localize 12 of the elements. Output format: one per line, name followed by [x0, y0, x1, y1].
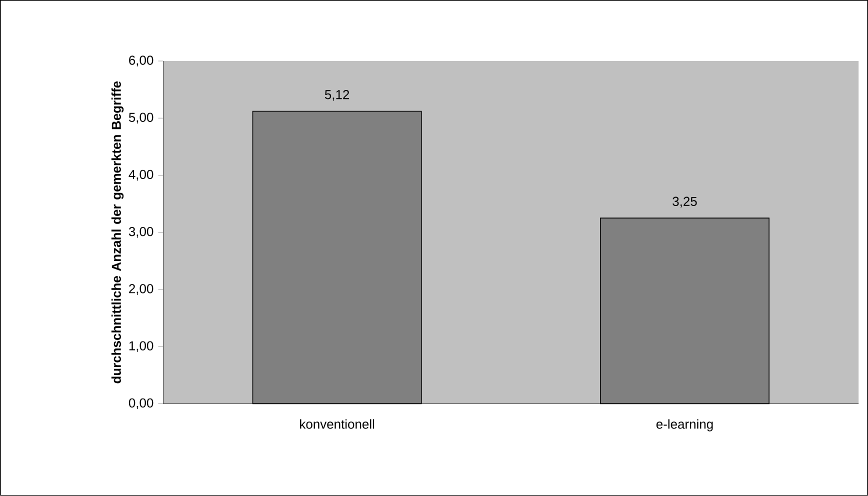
y-tick-label: 1,00: [129, 341, 154, 352]
y-tick-label: 5,00: [128, 112, 154, 124]
y-tick-label: 6,00: [129, 56, 154, 66]
x-tick-label: konventionell: [300, 419, 374, 429]
y-tick-label: 0,00: [128, 398, 154, 410]
y-tick-label: 4,00: [128, 170, 154, 181]
y-tick-label: 2,00: [129, 284, 154, 295]
x-tick-label: e-learning: [656, 419, 713, 432]
data-label: 3,25: [672, 196, 697, 208]
data-label: 5,12: [324, 90, 350, 101]
y-tick-label: 3,00: [128, 227, 154, 238]
y-axis-title: durchschnittliche Anzahl der gemerkten Begriffe: [111, 81, 124, 384]
